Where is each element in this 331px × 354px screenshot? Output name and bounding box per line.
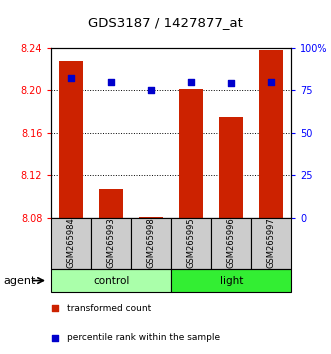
- Point: [109, 79, 114, 85]
- Point: [149, 87, 154, 93]
- Bar: [91, 218, 131, 269]
- Text: GSM265995: GSM265995: [187, 217, 196, 268]
- Bar: [179, 89, 203, 218]
- Text: agent: agent: [3, 275, 36, 286]
- Point: [52, 306, 58, 311]
- Text: light: light: [219, 275, 243, 286]
- Text: GSM265998: GSM265998: [147, 217, 156, 268]
- Bar: [131, 218, 171, 269]
- Text: control: control: [93, 275, 129, 286]
- Point: [269, 79, 274, 85]
- Point: [229, 81, 234, 86]
- Text: GSM265993: GSM265993: [107, 217, 116, 268]
- Bar: [259, 50, 283, 218]
- Point: [52, 335, 58, 341]
- Point: [189, 79, 194, 85]
- Bar: [171, 218, 211, 269]
- Text: percentile rank within the sample: percentile rank within the sample: [68, 333, 220, 342]
- Text: GDS3187 / 1427877_at: GDS3187 / 1427877_at: [88, 17, 243, 29]
- Text: GSM265996: GSM265996: [227, 217, 236, 268]
- Point: [69, 75, 74, 81]
- Bar: [251, 218, 291, 269]
- Text: GSM265997: GSM265997: [267, 217, 276, 268]
- Bar: [99, 189, 123, 218]
- Text: transformed count: transformed count: [68, 304, 152, 313]
- Bar: [51, 218, 91, 269]
- Bar: [139, 217, 163, 218]
- Bar: [171, 269, 291, 292]
- Text: GSM265984: GSM265984: [67, 217, 76, 268]
- Bar: [59, 61, 83, 218]
- Bar: [219, 117, 243, 218]
- Bar: [211, 218, 251, 269]
- Bar: [51, 269, 171, 292]
